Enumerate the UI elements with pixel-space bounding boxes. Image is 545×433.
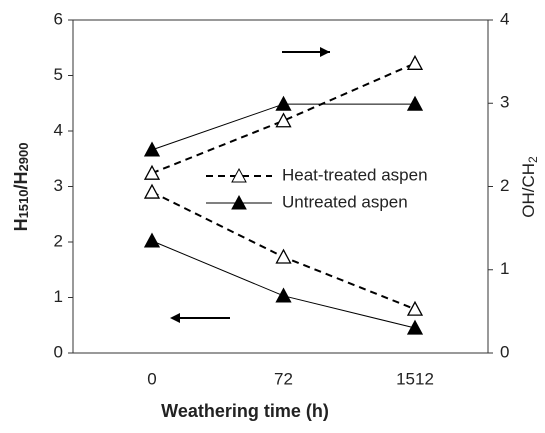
x-tick-label: 72 bbox=[274, 369, 293, 388]
marker bbox=[406, 319, 424, 335]
y2-tick-label: 2 bbox=[500, 176, 509, 195]
y-tick-label: 3 bbox=[54, 176, 63, 195]
marker bbox=[143, 164, 161, 180]
y-tick-label: 2 bbox=[54, 231, 63, 250]
y-tick-label: 4 bbox=[54, 120, 63, 139]
x-tick-label: 1512 bbox=[396, 369, 434, 388]
x-tick-label: 0 bbox=[147, 369, 156, 388]
marker bbox=[275, 287, 292, 303]
legend-label: Untreated aspen bbox=[282, 192, 408, 211]
y-label-part: /H bbox=[11, 172, 31, 190]
y2-tick-label: 0 bbox=[500, 342, 509, 361]
legend-marker bbox=[231, 194, 247, 210]
marker bbox=[406, 300, 424, 316]
legend-marker bbox=[231, 167, 247, 183]
y2-tick-label: 3 bbox=[500, 93, 509, 112]
x-axis-title: Weathering time (h) bbox=[161, 401, 329, 421]
marker bbox=[275, 112, 292, 128]
y-label-sub: 1510 bbox=[16, 190, 31, 219]
y2-label-sub: 2 bbox=[526, 156, 540, 163]
y-axis-title: H1510/H2900 bbox=[11, 143, 32, 232]
y-tick-label: 0 bbox=[54, 342, 63, 361]
plot-frame bbox=[72, 19, 489, 354]
y-tick-label: 5 bbox=[54, 65, 63, 84]
y-tick-label: 1 bbox=[54, 287, 63, 306]
y2-label-part: OH/CH bbox=[519, 163, 538, 218]
legend-label: Heat-treated aspen bbox=[282, 165, 428, 184]
y2-axis-title: OH/CH2 bbox=[519, 156, 540, 218]
y-label-part: H bbox=[11, 218, 31, 231]
y2-tick-label: 1 bbox=[500, 259, 509, 278]
marker bbox=[143, 232, 161, 248]
arrow-right bbox=[282, 47, 330, 57]
y-label-sub: 2900 bbox=[16, 143, 31, 172]
marker bbox=[143, 141, 161, 157]
marker bbox=[406, 54, 424, 70]
y-tick-label: 6 bbox=[54, 9, 63, 28]
marker bbox=[143, 183, 161, 199]
arrow-left bbox=[170, 313, 230, 323]
marker bbox=[406, 95, 424, 111]
marker bbox=[275, 95, 292, 111]
marker bbox=[275, 248, 292, 264]
y2-tick-label: 4 bbox=[500, 9, 509, 28]
